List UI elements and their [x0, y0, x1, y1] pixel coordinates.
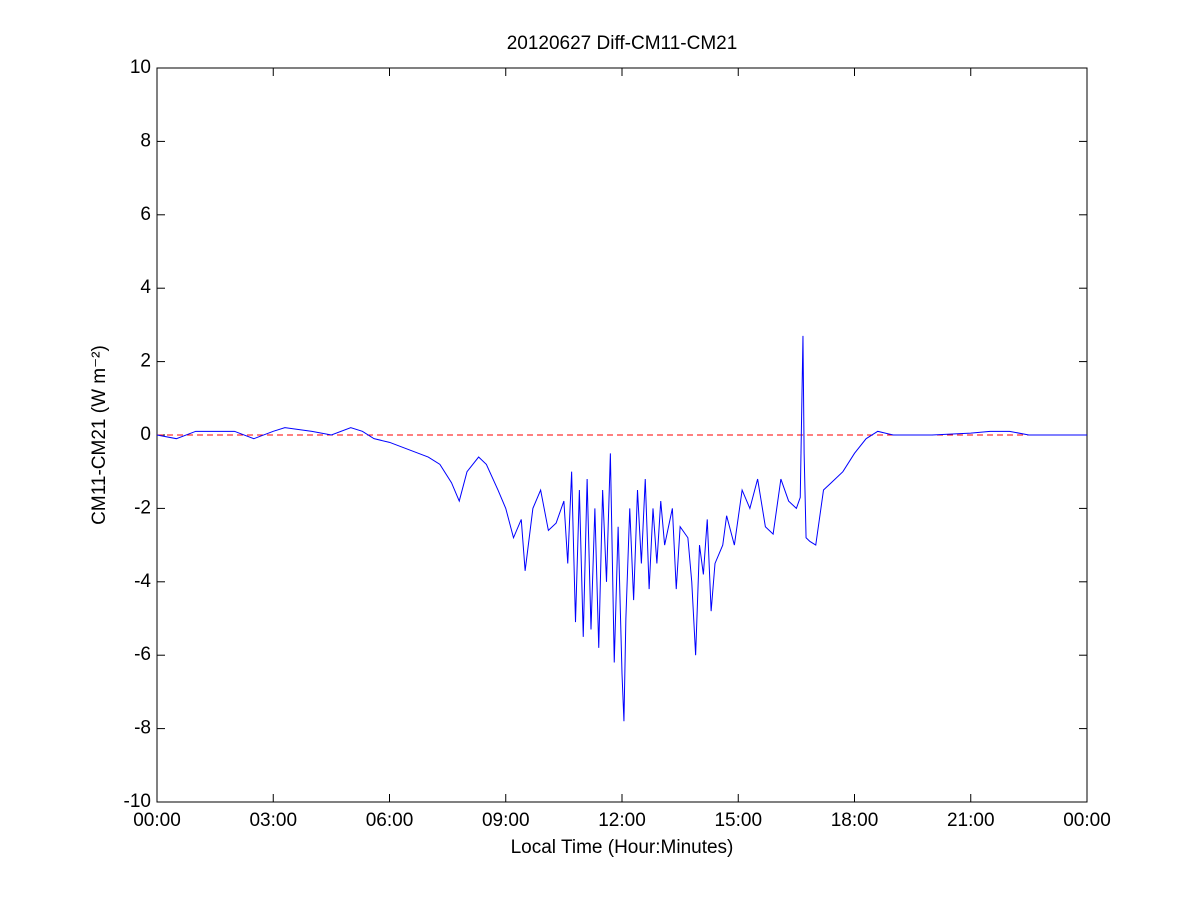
y-tick-label: 0: [140, 424, 151, 445]
x-tick-label: 06:00: [366, 810, 414, 831]
x-tick-label: 09:00: [482, 810, 530, 831]
y-tick-label: -2: [134, 497, 151, 518]
x-tick-label: 21:00: [947, 810, 995, 831]
y-tick-label: -4: [134, 571, 151, 592]
y-tick-label: 10: [130, 57, 151, 78]
x-tick-label: 00:00: [1063, 810, 1111, 831]
y-tick-label: -10: [124, 791, 151, 812]
y-tick-label: -8: [134, 718, 151, 739]
x-axis-label: Local Time (Hour:Minutes): [511, 837, 734, 858]
y-tick-label: -6: [134, 644, 151, 665]
x-tick-label: 18:00: [831, 810, 879, 831]
data-line: [156, 335, 1087, 722]
y-tick-label: 8: [140, 130, 151, 151]
y-tick-label: 2: [140, 351, 151, 372]
chart-title: 20120627 Diff-CM11-CM21: [507, 33, 738, 54]
y-tick-label: 4: [140, 277, 151, 298]
x-tick-label: 00:00: [133, 810, 181, 831]
y-axis-label: CM11-CM21 (W m⁻²): [89, 345, 110, 525]
x-tick-label: 15:00: [714, 810, 762, 831]
x-tick-label: 03:00: [249, 810, 297, 831]
x-tick-label: 12:00: [598, 810, 646, 831]
y-tick-label: 6: [140, 204, 151, 225]
